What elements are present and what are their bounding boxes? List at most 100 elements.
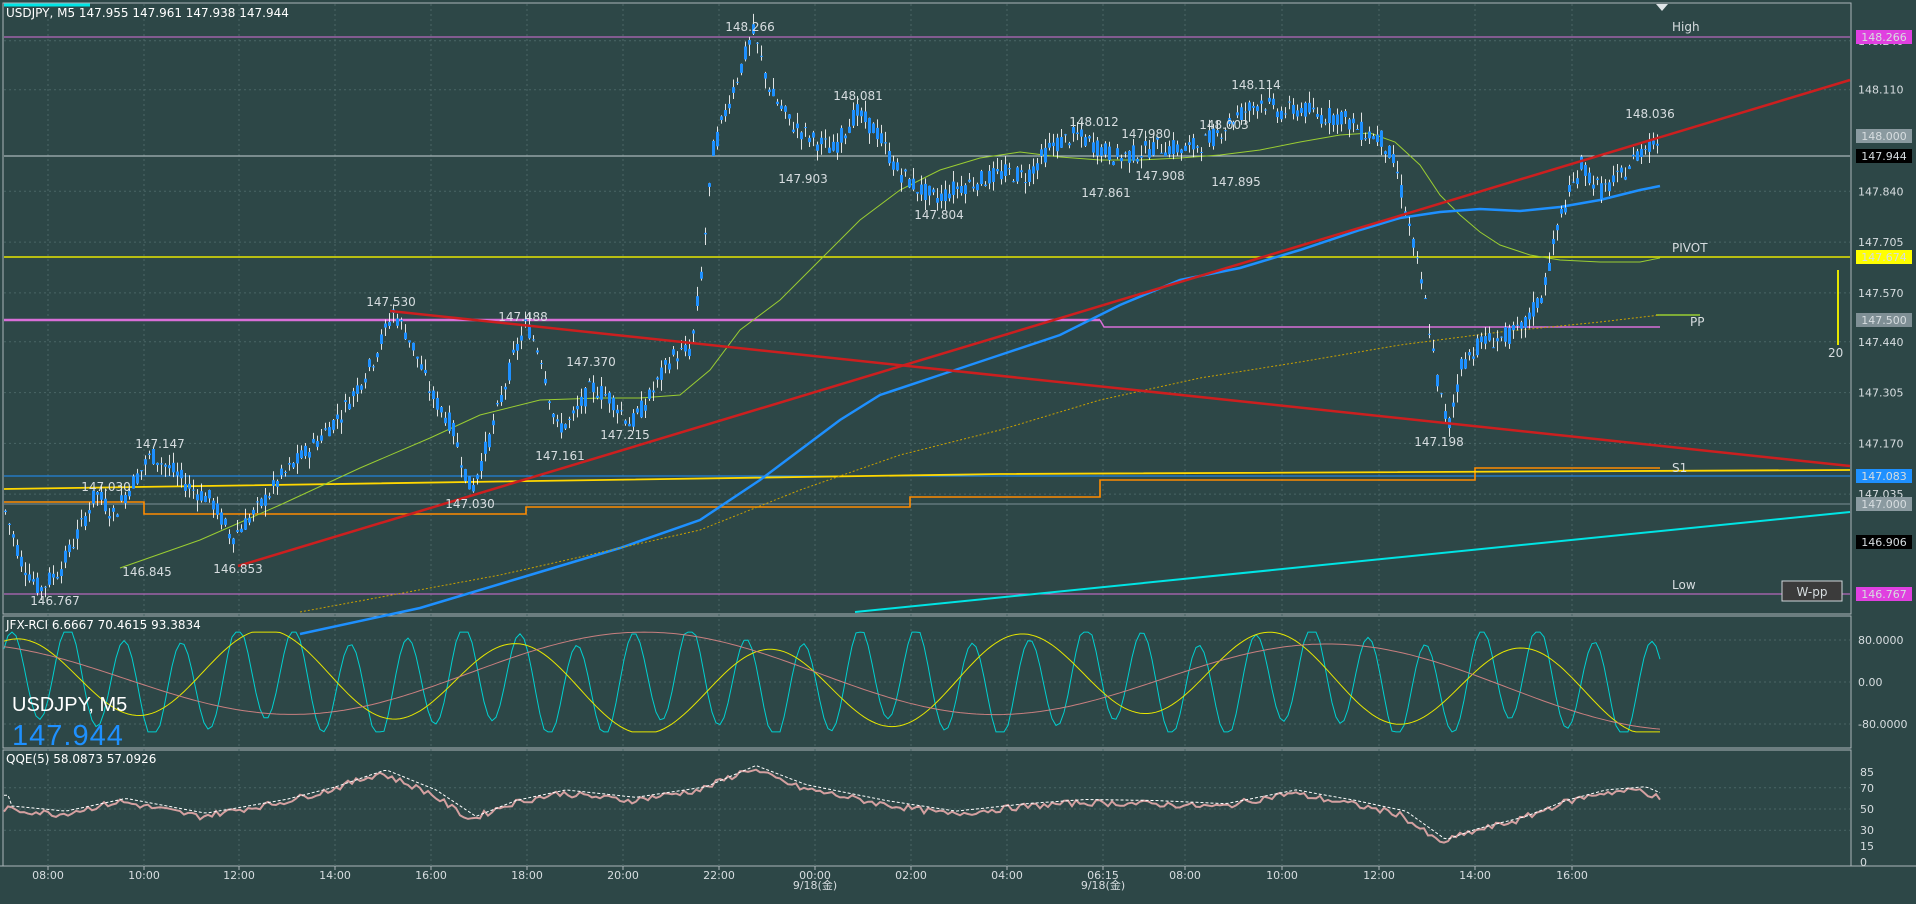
rci-axis-label: 80.0000: [1858, 634, 1904, 647]
candle-body: [724, 110, 727, 116]
candle-body: [1500, 337, 1503, 338]
candle-body: [996, 169, 999, 171]
qqe-axis-label: 30: [1860, 824, 1874, 837]
candle-body: [568, 419, 571, 420]
candle-body: [268, 496, 271, 497]
pp-line-tail: [1100, 320, 1660, 327]
candle-body: [956, 187, 959, 190]
candle-body: [1388, 146, 1391, 158]
candle-body: [672, 349, 675, 355]
qqe-indicator: [4, 766, 1850, 843]
candle-body: [1264, 110, 1267, 111]
candle-body: [188, 484, 191, 489]
candle-body: [104, 499, 107, 512]
candle-body: [68, 545, 71, 553]
candle-body: [1288, 102, 1291, 103]
candle-body: [280, 469, 283, 476]
candle-body: [1368, 132, 1371, 139]
main-header: USDJPY, M5 147.955 147.961 147.938 147.9…: [6, 6, 289, 20]
candle-body: [1340, 112, 1343, 125]
candle-body: [1356, 129, 1359, 130]
candle-body: [1272, 99, 1275, 105]
time-axis-label: 16:00: [415, 869, 447, 882]
candle-body: [20, 557, 23, 567]
ma-dotted-line: [300, 315, 1660, 612]
candle-body: [1200, 152, 1203, 153]
candle-body: [852, 110, 855, 126]
candle-body: [772, 89, 775, 96]
candle-body: [472, 485, 475, 491]
candle-body: [1524, 317, 1527, 328]
rci-short-line: [4, 632, 1660, 732]
candle-body: [1652, 141, 1655, 145]
candle-body: [1460, 359, 1463, 370]
candle-body: [976, 184, 979, 190]
candle-body: [680, 348, 683, 349]
candle-body: [1320, 115, 1323, 124]
candle-body: [372, 366, 375, 367]
candle-body: [124, 495, 127, 503]
candle-body: [896, 162, 899, 170]
candle-body: [212, 501, 215, 510]
candle-body: [332, 420, 335, 430]
candle-body: [828, 148, 831, 153]
qqe-axis-label: 50: [1860, 803, 1874, 816]
candle-body: [1588, 173, 1591, 184]
candle-body: [1644, 149, 1647, 150]
candle-body: [572, 410, 575, 413]
candle-body: [664, 360, 667, 365]
candle-body: [1044, 148, 1047, 163]
candle-body: [48, 573, 51, 585]
candle-body: [64, 551, 67, 563]
candle-body: [1024, 182, 1027, 183]
candle-body: [204, 496, 207, 502]
pp-label: PP: [1690, 315, 1704, 329]
candle-body: [1020, 170, 1023, 172]
candle-body: [520, 336, 523, 341]
price-box-label: 148.266: [1861, 31, 1907, 44]
candle-body: [304, 446, 307, 456]
candle-body: [1480, 336, 1483, 342]
orange-step-line: [4, 468, 1660, 514]
candle-body: [1060, 137, 1063, 148]
candle-body: [972, 187, 975, 189]
candle-body: [696, 296, 699, 306]
candle-body: [1148, 149, 1151, 158]
candle-body: [144, 459, 147, 464]
candle-body: [112, 508, 115, 512]
candle-body: [1028, 170, 1031, 182]
candle-body: [816, 145, 819, 151]
candle-body: [1116, 148, 1119, 157]
candle-body: [892, 162, 895, 170]
chart-shift-marker[interactable]: [1656, 4, 1668, 11]
candle-body: [28, 574, 31, 580]
candle-body: [800, 132, 803, 139]
candle-body: [1196, 146, 1199, 147]
candle-body: [1536, 298, 1539, 308]
candle-body: [132, 476, 135, 488]
candle-body: [644, 405, 647, 411]
candle-body: [1080, 130, 1083, 137]
candle-body: [1160, 153, 1163, 154]
candle-body: [612, 398, 615, 411]
candle-body: [416, 357, 419, 359]
price-annotation: 147.030: [81, 480, 131, 494]
time-axis-label: 16:00: [1556, 869, 1588, 882]
candle-body: [196, 494, 199, 500]
pivot-label: PIVOT: [1672, 241, 1708, 255]
price-axis-label: 147.705: [1858, 236, 1904, 249]
candle-body: [328, 427, 331, 436]
candle-body: [1484, 336, 1487, 344]
candle-body: [1504, 327, 1507, 342]
candle-body: [1544, 277, 1547, 285]
candle-body: [624, 421, 627, 424]
candle-body: [1600, 183, 1603, 200]
candle-body: [764, 73, 767, 79]
candle-body: [1092, 142, 1095, 152]
candle-body: [1144, 141, 1147, 146]
low-label: Low: [1672, 578, 1696, 592]
candle-body: [360, 385, 363, 389]
candle-body: [1348, 119, 1351, 129]
